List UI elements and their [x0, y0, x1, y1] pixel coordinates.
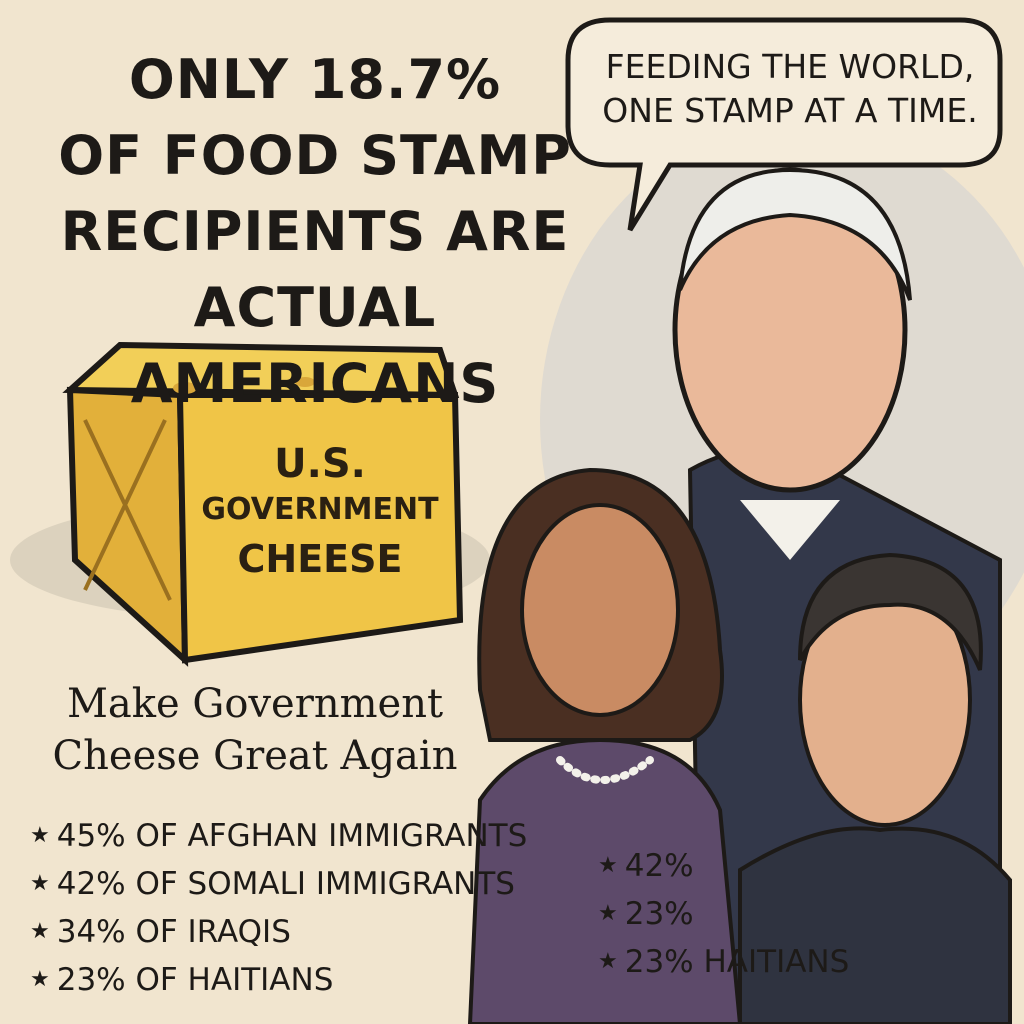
headline-line: ACTUAL AMERICANS [130, 276, 500, 415]
figure-hair [678, 167, 912, 301]
headline-line: RECIPIENTS ARE [60, 200, 570, 263]
cheese-line: CHEESE [237, 537, 403, 581]
list-item: 34% OF IRAQIS [30, 908, 527, 956]
speech-text: FEEDING THE WORLD, ONE STAMP AT A TIME. [580, 45, 1000, 133]
slogan-line: Cheese Great Again [52, 733, 458, 779]
list-item: 45% OF AFGHAN IMMIGRANTS [30, 812, 528, 860]
cheese-hole [173, 382, 197, 394]
cheese-side [66, 386, 189, 667]
side-list: 42% 23% 23% HAITIANS [598, 842, 850, 986]
cheese-hole [295, 377, 315, 387]
cheese-strap [83, 419, 172, 601]
cheese-line: GOVERNMENT [201, 492, 439, 527]
list: 45% OF AFGHAN IMMIGRANTS 42% OF SOMALI I… [30, 812, 528, 1004]
headline: ONLY 18.7% OF FOOD STAMP RECIPIENTS ARE … [30, 42, 600, 422]
speech-bubble [565, 17, 1003, 232]
list-item: 23% OF HAITIANS [30, 956, 527, 1004]
slogan: Make Government Cheese Great Again [20, 678, 490, 782]
figure-necklace [556, 756, 654, 784]
cheese-front [176, 392, 464, 664]
slogan-line: Make Government [66, 681, 444, 727]
cheese-label: U.S. GOVERNMENT CHEESE [190, 442, 450, 584]
cheese-line: U.S. [274, 441, 366, 487]
side-list-item: 23% HAITIANS [598, 938, 850, 986]
headline-line: ONLY 18.7% [128, 48, 502, 111]
figure-hair [798, 552, 983, 671]
side-list-item: 23% [598, 890, 849, 938]
figure-head [520, 503, 680, 717]
side-list-item: 42% [598, 842, 849, 890]
speech-line: ONE STAMP AT A TIME. [602, 91, 978, 130]
speech-line: FEEDING THE WORLD, [605, 47, 975, 86]
list-item: 42% OF SOMALI IMMIGRANTS [30, 860, 527, 908]
headline-line: OF FOOD STAMP [58, 124, 572, 187]
figure-collar [740, 500, 840, 560]
